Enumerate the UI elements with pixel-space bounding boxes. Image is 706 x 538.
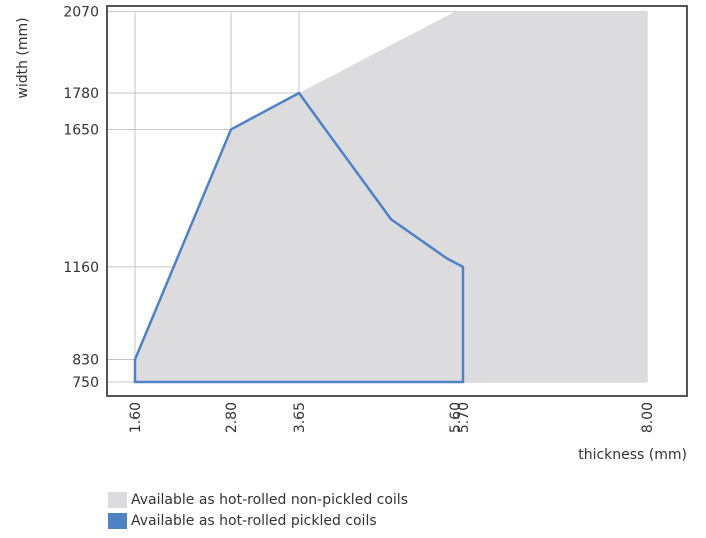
legend-item-pickled: Available as hot-rolled pickled coils <box>108 510 408 531</box>
x-axis-label: thickness (mm) <box>578 447 687 463</box>
y-tick-label-830: 830 <box>72 353 99 369</box>
x-tick-label-1.60: 1.60 <box>128 402 144 433</box>
x-axis-ticks: 1.60 2.80 3.65 5.605.70 8.00 <box>128 402 656 433</box>
series-layer <box>133 11 647 384</box>
pickled-outline <box>133 91 465 384</box>
legend: Available as hot-rolled non-pickled coil… <box>108 489 408 531</box>
legend-item-non-pickled: Available as hot-rolled non-pickled coil… <box>108 489 408 510</box>
x-tick-label-8.00: 8.00 <box>640 402 656 433</box>
x-tick-label-5.70: 5.70 <box>456 402 472 433</box>
x-tick-label-3.65: 3.65 <box>292 402 308 433</box>
y-axis-ticks: 750 830 1160 1650 1780 2070 <box>63 5 99 391</box>
y-tick-label-750: 750 <box>72 375 99 391</box>
plot-frame <box>106 5 688 397</box>
plot-border <box>106 5 688 397</box>
y-tick-label-1780: 1780 <box>63 86 99 102</box>
y-tick-label-1650: 1650 <box>63 122 99 138</box>
legend-swatch-pickled <box>108 512 127 529</box>
y-axis-label: width (mm) <box>15 17 31 98</box>
legend-label-non-pickled: Available as hot-rolled non-pickled coil… <box>131 491 408 508</box>
y-tick-label-2070: 2070 <box>63 5 99 21</box>
y-tick-label-1160: 1160 <box>63 260 99 276</box>
legend-label-pickled: Available as hot-rolled pickled coils <box>131 512 377 529</box>
non-pickled-region <box>135 11 647 382</box>
x-tick-label-2.80: 2.80 <box>224 402 240 433</box>
legend-swatch-non-pickled <box>108 491 127 508</box>
x-tick-label-5.60: 5.60 <box>448 402 464 433</box>
